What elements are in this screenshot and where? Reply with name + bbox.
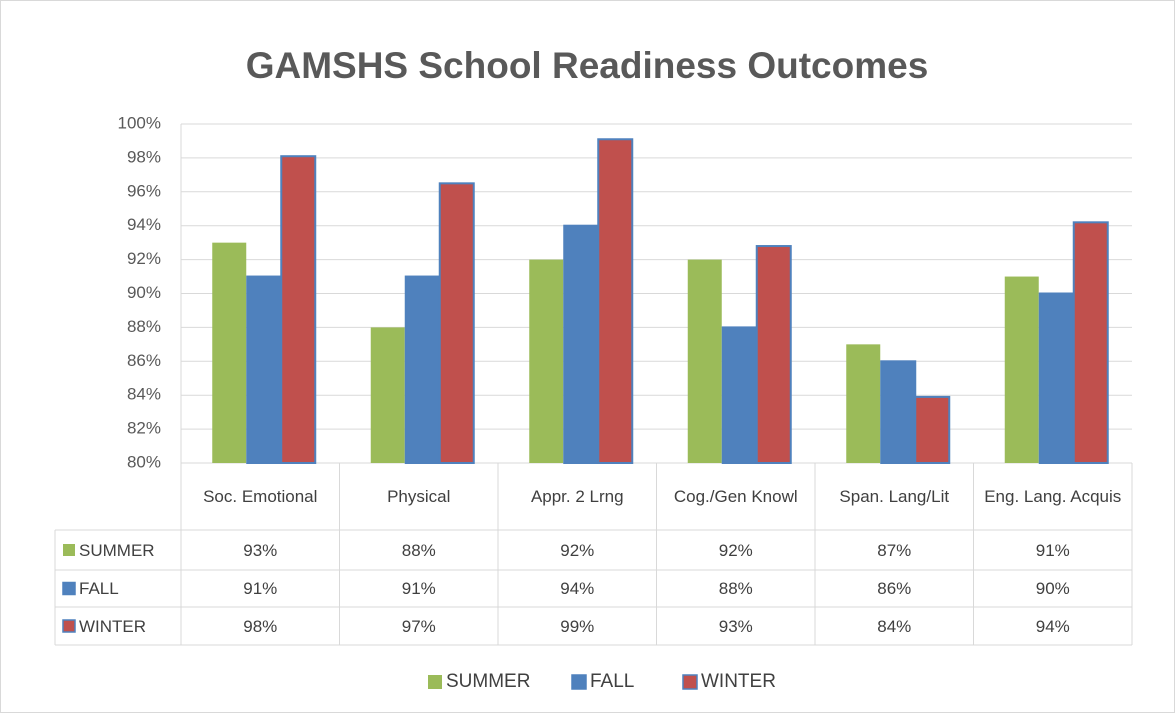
bar (212, 242, 247, 463)
value-label: 99% (560, 616, 595, 636)
legend-key (571, 674, 587, 690)
bar (755, 245, 792, 464)
bar (280, 155, 317, 465)
bar (404, 275, 441, 464)
y-tick-label: 80% (127, 452, 161, 471)
bar (1004, 276, 1039, 463)
value-label: 97% (401, 616, 436, 636)
y-tick-label: 90% (127, 283, 161, 302)
bar (880, 360, 917, 464)
y-tick-label: 98% (127, 147, 161, 166)
value-label: 91% (401, 579, 436, 598)
bar (438, 182, 475, 464)
x-tick-label: Span. Lang/Lit (839, 487, 950, 506)
row-label: FALL (79, 579, 119, 598)
bar (914, 395, 951, 464)
bar (370, 327, 405, 463)
bar (529, 259, 564, 463)
y-tick-label: 86% (127, 351, 161, 370)
y-tick-label: 88% (127, 317, 161, 336)
y-tick-label: 92% (127, 249, 161, 268)
chart-title: GAMSHS School Readiness Outcomes (246, 45, 929, 86)
bar (246, 275, 283, 464)
bar (721, 326, 758, 464)
y-tick-label: 100% (118, 113, 161, 132)
y-tick-label: 96% (127, 181, 161, 200)
value-label: 84% (877, 616, 912, 636)
x-tick-label: Cog./Gen Knowl (673, 487, 798, 506)
legend-label: FALL (590, 671, 634, 692)
value-label: 93% (718, 616, 753, 636)
bar (1038, 292, 1075, 464)
value-label: 93% (243, 540, 278, 560)
bar (846, 344, 881, 463)
value-label: 91% (243, 579, 278, 598)
y-tick-label: 84% (127, 385, 161, 404)
value-label: 91% (1035, 540, 1070, 560)
value-label: 87% (877, 540, 912, 560)
value-label: 92% (560, 540, 595, 560)
legend-key (62, 619, 76, 633)
legend-label: SUMMER (446, 671, 530, 692)
y-tick-label: 82% (127, 419, 161, 438)
value-label: 86% (877, 579, 912, 598)
legend-key (428, 675, 442, 689)
value-label: 90% (1035, 579, 1070, 598)
x-tick-label: Soc. Emotional (203, 487, 318, 506)
legend-key (62, 581, 76, 596)
row-label: WINTER (79, 616, 147, 636)
value-label: 88% (718, 579, 753, 598)
y-tick-label: 94% (127, 215, 161, 234)
row-label: SUMMER (79, 540, 155, 560)
value-label: 92% (718, 540, 753, 560)
value-label: 88% (401, 540, 436, 560)
bar (1072, 221, 1109, 464)
bar (597, 138, 634, 464)
x-tick-label: Physical (387, 487, 451, 506)
value-label: 98% (243, 616, 278, 636)
bar (687, 259, 722, 463)
legend-label: WINTER (701, 671, 776, 692)
legend-key (682, 674, 698, 690)
value-label: 94% (1035, 616, 1070, 636)
legend-key (63, 544, 75, 556)
bar (563, 224, 600, 464)
value-label: 94% (560, 579, 595, 598)
x-tick-label: Eng. Lang. Acquis (984, 487, 1122, 506)
x-tick-label: Appr. 2 Lrng (530, 487, 624, 506)
